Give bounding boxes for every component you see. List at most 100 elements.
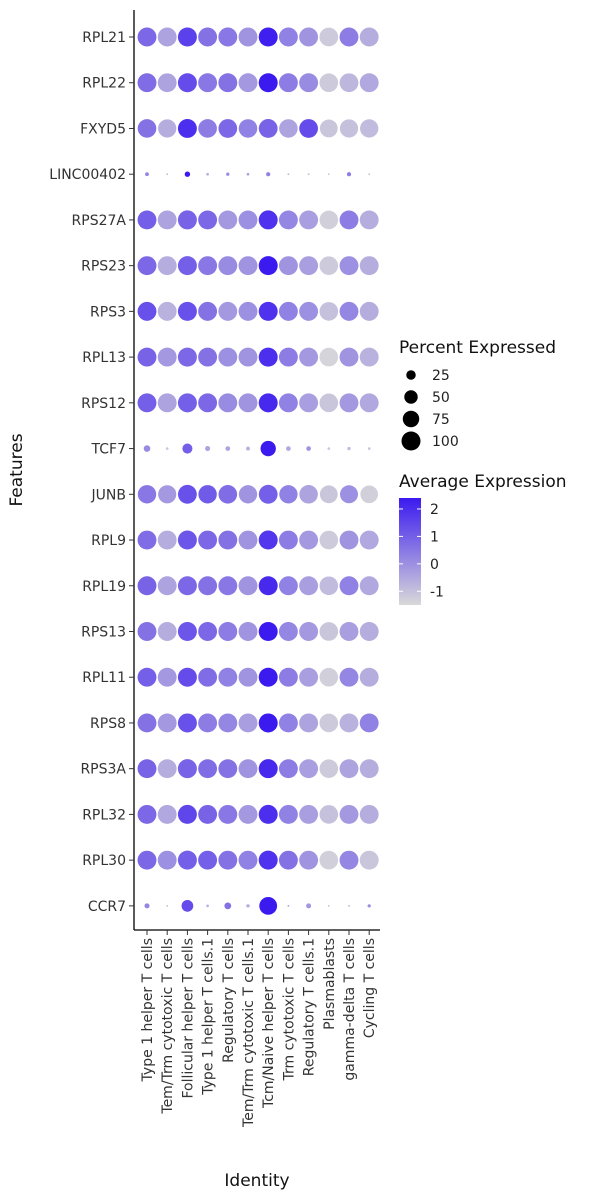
- dot-point: [218, 850, 238, 870]
- dot-point: [299, 804, 319, 824]
- dot-point: [327, 447, 331, 450]
- dot-point: [198, 210, 218, 230]
- dot-point: [299, 256, 319, 276]
- dot-point: [144, 903, 150, 909]
- dot-point: [137, 73, 157, 93]
- color-legend-label: 2: [430, 502, 439, 518]
- dot-point: [198, 850, 218, 870]
- x-tick-label: Type 1 helper T cells.1: [201, 938, 217, 1096]
- dot-point: [339, 27, 359, 47]
- y-tick-label: RPL11: [82, 670, 126, 686]
- dot-point: [218, 576, 238, 596]
- dot-point: [205, 446, 211, 452]
- dot-point: [258, 27, 278, 47]
- dot-point: [359, 667, 379, 687]
- dot-point: [218, 713, 238, 733]
- dot-point: [177, 804, 197, 824]
- dot-point: [198, 759, 218, 779]
- dot-point: [258, 621, 278, 641]
- dot-point: [299, 210, 319, 230]
- dot-point: [359, 210, 379, 230]
- size-legend-label: 50: [432, 390, 450, 406]
- dot-point: [177, 301, 197, 321]
- dot-point: [137, 256, 157, 276]
- y-tick-label: CCR7: [88, 899, 126, 915]
- dot-point: [158, 485, 177, 504]
- x-tick-label: Tem/Trm cytotoxic T cells: [160, 938, 176, 1115]
- color-legend: Average Expression 2 1 0 -1: [399, 472, 567, 605]
- dot-point: [198, 713, 218, 733]
- size-legend-dot: [402, 410, 420, 428]
- size-legend-dot: [406, 370, 416, 380]
- dot-point: [299, 622, 319, 641]
- dot-point: [359, 27, 379, 47]
- dot-point: [339, 485, 359, 504]
- dot-point: [278, 667, 298, 687]
- dot-point: [178, 484, 197, 504]
- dot-point: [218, 393, 238, 413]
- x-axis: Type 1 helper T cells Tem/Trm cytotoxic T…: [140, 930, 378, 1128]
- dot-point: [157, 759, 177, 779]
- dot-point: [319, 27, 339, 47]
- dot-point: [198, 576, 218, 596]
- dot-point: [278, 850, 298, 870]
- y-tick-label: FXYD5: [80, 121, 126, 137]
- color-legend-label: -1: [430, 584, 444, 600]
- dot-point: [238, 27, 258, 47]
- dot-point: [258, 667, 278, 687]
- dot-point: [367, 447, 371, 450]
- dot-point: [218, 667, 238, 687]
- dot-point: [238, 119, 258, 138]
- dot-point: [278, 804, 298, 824]
- dot-point: [143, 445, 151, 452]
- dot-point: [177, 850, 197, 870]
- dot-point: [278, 393, 298, 413]
- x-axis-title: Identity: [224, 1171, 289, 1191]
- dot-point: [319, 302, 339, 321]
- y-tick-label: RPL30: [82, 853, 126, 869]
- dot-point: [177, 530, 197, 550]
- x-tick-label: gamma-delta T cells: [342, 938, 358, 1081]
- dot-point: [359, 530, 379, 550]
- dot-point: [218, 622, 238, 641]
- dot-point: [166, 173, 169, 176]
- y-tick-label: LINC00402: [49, 167, 126, 183]
- y-axis: RPL21 RPL22 FXYD5 LINC00402 RPS27A RPS23 RPS3 R…: [49, 30, 134, 915]
- dot-point: [198, 485, 217, 504]
- dot-point: [157, 210, 177, 230]
- dot-point: [319, 622, 339, 641]
- dot-point: [368, 173, 371, 176]
- y-tick-label: RPL22: [82, 76, 126, 92]
- dot-point: [238, 667, 258, 687]
- dot-point: [218, 804, 238, 824]
- dot-point: [367, 904, 371, 908]
- dot-point: [246, 904, 250, 908]
- dot-point: [339, 667, 359, 687]
- dot-point: [319, 73, 339, 93]
- dot-point: [238, 256, 258, 276]
- dot-point: [137, 301, 157, 321]
- x-tick-label: Trm cytotoxic T cells: [281, 938, 297, 1081]
- dot-point: [339, 804, 359, 824]
- dot-point: [198, 347, 218, 367]
- dot-point: [137, 713, 157, 733]
- dot-point: [359, 301, 379, 321]
- dot-point: [359, 622, 379, 641]
- dot-point: [278, 713, 298, 733]
- dot-point: [339, 713, 359, 733]
- dot-point: [339, 850, 359, 870]
- dot-point: [157, 347, 177, 367]
- dot-point: [258, 393, 278, 413]
- dot-point: [198, 393, 218, 413]
- dot-point: [157, 804, 177, 824]
- dot-point: [157, 301, 177, 321]
- dot-point: [145, 172, 149, 177]
- dot-point: [157, 622, 177, 641]
- size-legend-dot: [404, 390, 418, 404]
- dot-point: [157, 530, 177, 550]
- dot-point: [319, 485, 338, 504]
- dot-point: [238, 759, 258, 779]
- dot-point: [198, 301, 218, 321]
- y-tick-label: TCF7: [91, 442, 126, 458]
- x-tick-label: Tem/Trm cytotoxic T cells.1: [241, 938, 257, 1128]
